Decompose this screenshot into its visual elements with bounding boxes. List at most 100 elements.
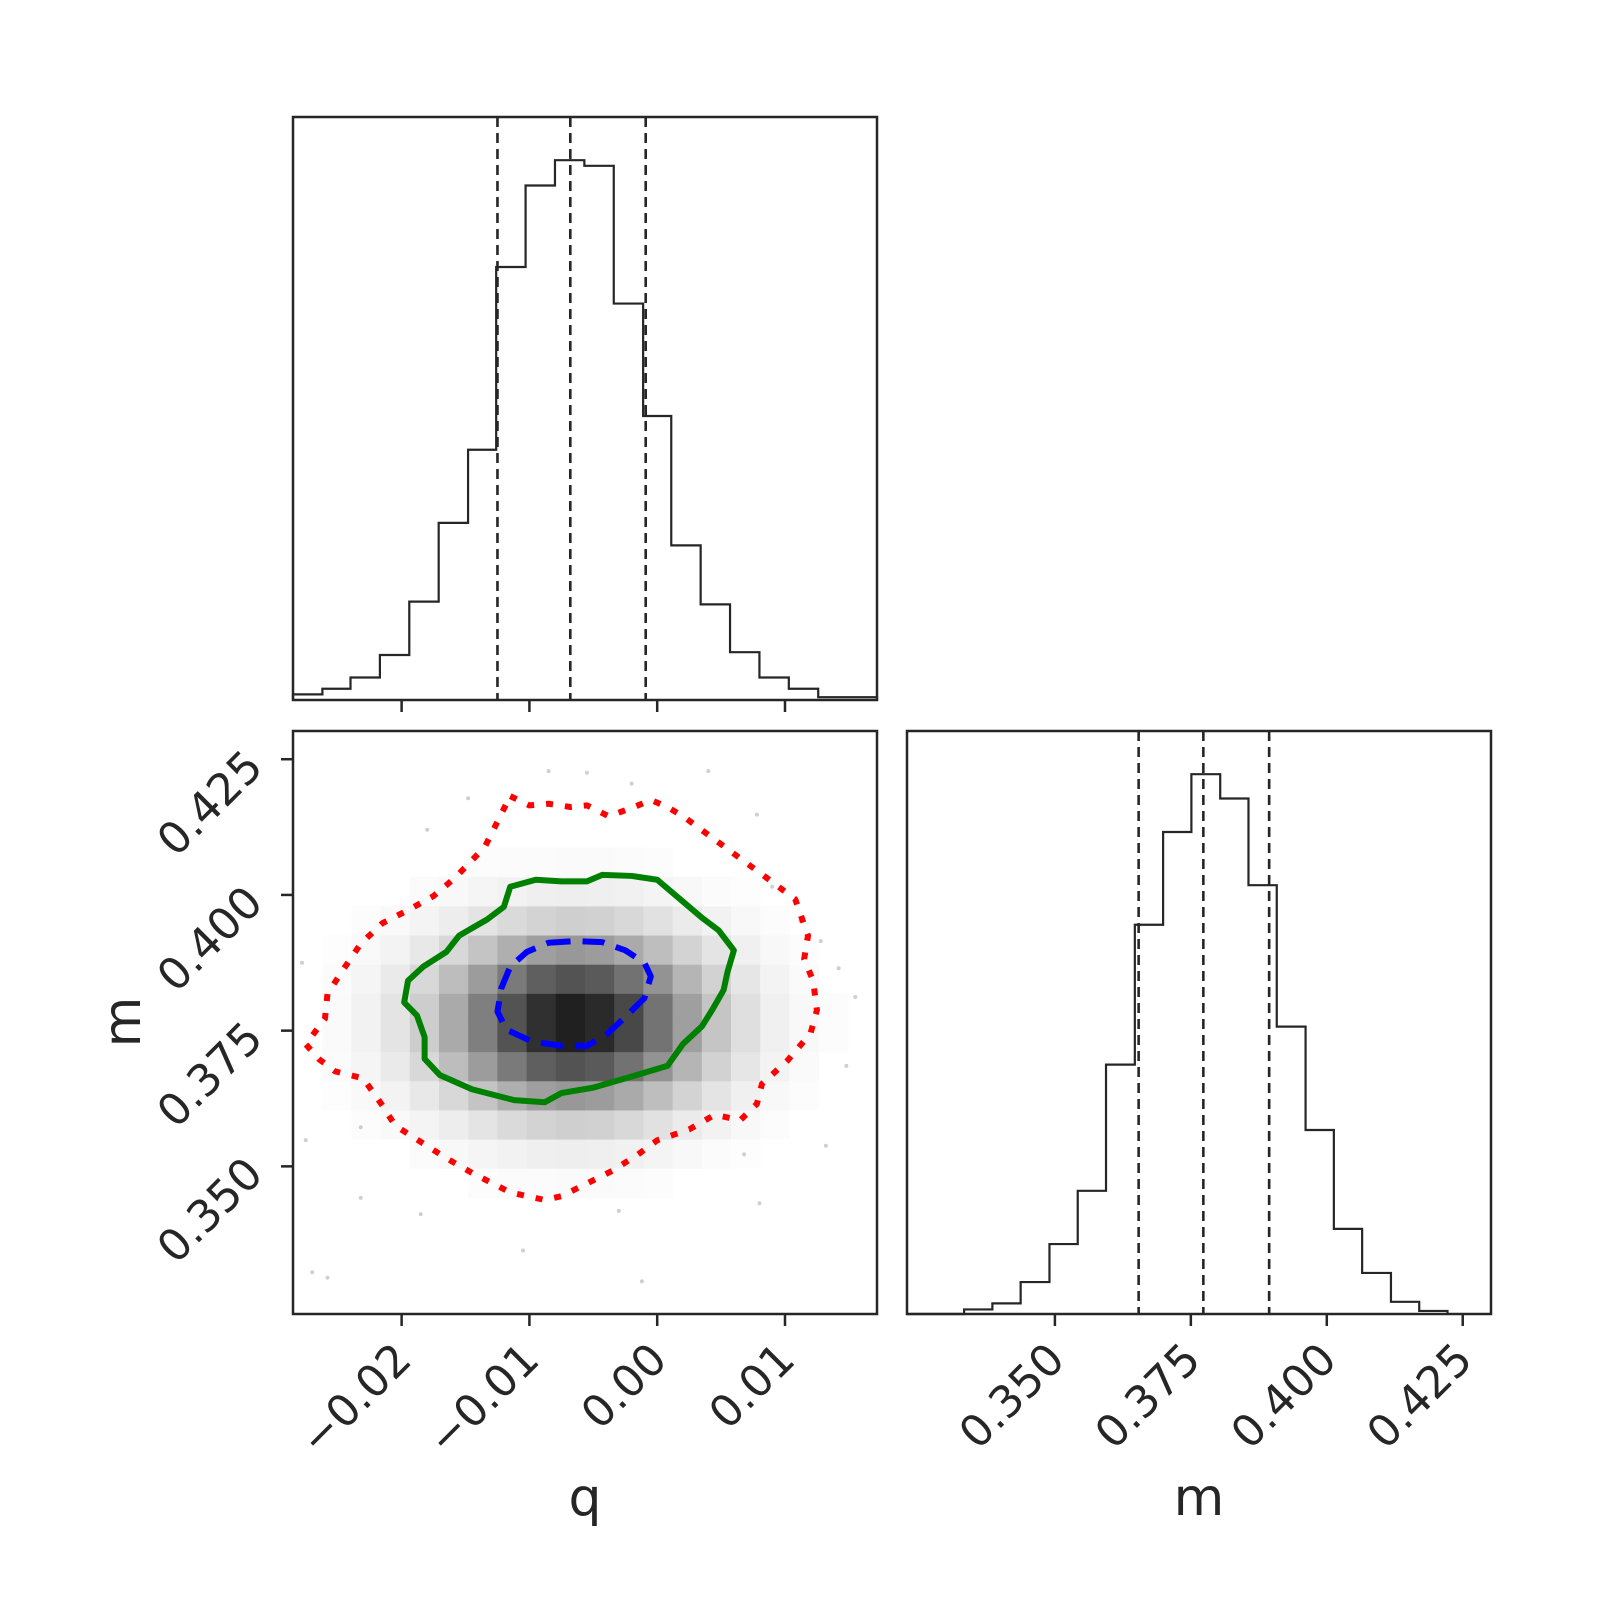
density-cell [380, 1051, 411, 1082]
outlier-point-8 [303, 1138, 308, 1143]
density-cell [672, 935, 703, 965]
m-histogram-frame [905, 729, 1493, 1316]
outlier-point-18 [466, 796, 471, 801]
outlier-point-11 [757, 1201, 762, 1206]
density-cell [468, 964, 498, 994]
m-axis-label-bottom: m [1174, 1468, 1225, 1528]
density-cell [555, 847, 586, 878]
density-cell [497, 935, 528, 965]
q-bin-1 [322, 689, 350, 700]
outlier-point-12 [418, 1212, 423, 1217]
density-cell [760, 935, 790, 965]
outlier-point-4 [770, 884, 775, 889]
q-axis-label: q [568, 1468, 601, 1528]
density-cell [643, 847, 674, 878]
outlier-point-21 [844, 1063, 849, 1068]
q-bin-16 [759, 678, 788, 700]
density-cell [439, 876, 469, 907]
density-cell [351, 993, 382, 1023]
density-cell [555, 1139, 586, 1169]
m-bin-12 [1248, 885, 1276, 1314]
q-bin-4 [409, 602, 438, 700]
density-cell [468, 935, 498, 965]
density-cell [672, 964, 703, 994]
q-marginal-histogram-panel [291, 115, 879, 712]
density-cell [643, 1080, 674, 1111]
m-bin-13 [1277, 1027, 1306, 1314]
m-bin-5 [1049, 1244, 1077, 1314]
density-frame [291, 729, 879, 1316]
density-cell [555, 993, 586, 1023]
outlier-point-22 [299, 960, 304, 965]
density-cell [351, 1022, 382, 1053]
m-bin-7 [1106, 1065, 1135, 1314]
q-bin-8 [526, 185, 555, 700]
m-bin-15 [1334, 1229, 1362, 1314]
density-cell [497, 1051, 528, 1082]
q-bin-3 [380, 655, 409, 700]
density-cell [643, 905, 674, 936]
density-cell [322, 1051, 352, 1082]
density-cell [614, 905, 644, 936]
m-histogram-layer [907, 773, 1449, 1316]
q-quantile-lines [496, 117, 648, 700]
density-cell [380, 935, 411, 965]
density-cell [614, 1080, 644, 1111]
density-cell [409, 905, 440, 936]
q-bin-2 [351, 678, 380, 700]
outlier-scatter [299, 769, 858, 1284]
density-cell [731, 993, 761, 1023]
density-cell [760, 905, 790, 936]
m-bin-14 [1306, 1130, 1334, 1314]
q-histogram-layer [291, 159, 879, 700]
outlier-point-17 [546, 769, 551, 774]
density-cell [760, 1109, 790, 1140]
m-bin-3 [992, 1303, 1020, 1314]
m-bin-6 [1078, 1191, 1106, 1314]
density-cell [760, 1080, 790, 1111]
density-cell [760, 1022, 790, 1053]
density-cell [585, 1139, 615, 1169]
density-cell [322, 1022, 352, 1053]
density-cell [731, 1051, 761, 1082]
q-bin-11 [614, 304, 643, 700]
outlier-point-25 [358, 1195, 363, 1200]
density-cell [555, 905, 586, 936]
density-cell [439, 993, 469, 1023]
density-cell [555, 1109, 586, 1140]
density-cell [585, 993, 615, 1023]
outlier-point-10 [742, 1152, 747, 1157]
outlier-point-23 [823, 1143, 828, 1148]
density-cell [555, 1168, 586, 1198]
density-cell [409, 876, 440, 907]
density-cell [731, 1022, 761, 1053]
outlier-point-1 [629, 781, 634, 786]
density-cell [614, 876, 644, 907]
m-bin-4 [1021, 1282, 1050, 1314]
density-cell [439, 964, 469, 994]
density-cell [585, 964, 615, 994]
density-cell [643, 993, 674, 1023]
density-cell [643, 1168, 674, 1198]
q-histogram-frame [291, 115, 879, 702]
density-cell [614, 847, 644, 878]
m-bin-17 [1391, 1302, 1419, 1314]
contour-outer [302, 793, 820, 1204]
density-cell [789, 1051, 820, 1082]
outlier-point-2 [425, 827, 430, 832]
m-quantile-lines [1137, 731, 1271, 1314]
density-cell [439, 1022, 469, 1053]
density-cell [789, 935, 820, 965]
density-cell [351, 964, 382, 994]
density-cell [614, 1022, 644, 1053]
density-cell [409, 1080, 440, 1111]
q-bin-7 [496, 267, 525, 700]
density-cell [526, 993, 557, 1023]
outlier-point-14 [325, 1275, 330, 1280]
density-cell [701, 876, 732, 907]
density-cell [585, 905, 615, 936]
density-cell [526, 1139, 557, 1169]
contour-inner [494, 938, 654, 1049]
